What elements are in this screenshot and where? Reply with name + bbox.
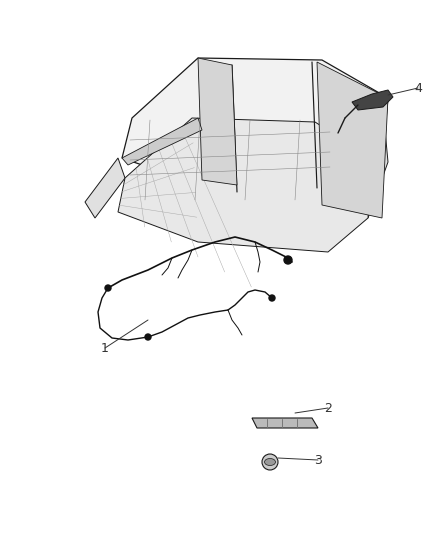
Text: 4: 4 xyxy=(414,82,422,94)
Ellipse shape xyxy=(265,458,276,465)
Polygon shape xyxy=(198,58,237,185)
Polygon shape xyxy=(362,98,388,218)
Polygon shape xyxy=(352,90,393,110)
Circle shape xyxy=(262,454,278,470)
Polygon shape xyxy=(252,418,318,428)
Circle shape xyxy=(105,285,111,291)
Polygon shape xyxy=(118,118,372,252)
Polygon shape xyxy=(317,62,388,218)
Polygon shape xyxy=(122,118,202,165)
Polygon shape xyxy=(85,158,125,218)
Text: 3: 3 xyxy=(314,454,322,466)
Circle shape xyxy=(145,334,151,340)
Text: 1: 1 xyxy=(101,342,109,354)
Circle shape xyxy=(269,295,275,301)
Polygon shape xyxy=(122,58,388,202)
Text: 2: 2 xyxy=(324,401,332,415)
Circle shape xyxy=(284,256,292,264)
